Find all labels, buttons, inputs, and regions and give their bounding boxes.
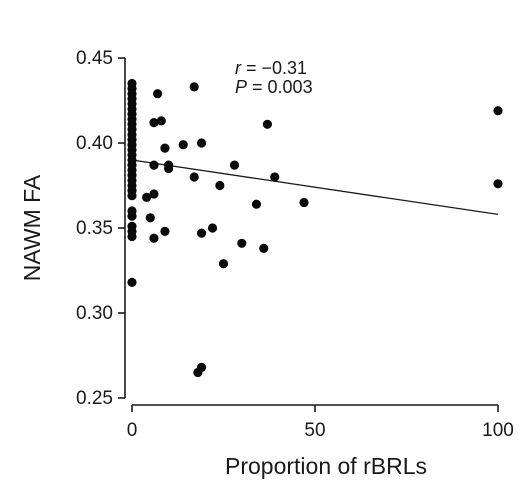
axis-labels: Proportion of rBRLs NAWM FA r = −0.31 P … (19, 58, 427, 479)
data-point (149, 118, 159, 128)
data-point (251, 199, 262, 209)
data-point (156, 116, 166, 126)
data-point (127, 231, 137, 242)
data-point (493, 179, 503, 189)
data-point (207, 223, 218, 233)
data-point (153, 89, 163, 99)
x-tick-label: 100 (482, 420, 514, 441)
y-tick-label: 0.30 (76, 303, 113, 324)
data-point (142, 192, 152, 202)
data-point (149, 233, 159, 243)
data-point (127, 191, 137, 201)
y-axis-title: NAWM FA (19, 174, 45, 281)
data-point (196, 228, 207, 238)
data-point (196, 362, 207, 372)
x-tick-label: 50 (304, 420, 325, 441)
p-value: = 0.003 (247, 77, 313, 97)
y-tick-label: 0.35 (76, 218, 113, 239)
y-tick-label: 0.25 (76, 388, 113, 409)
data-point (262, 119, 273, 129)
data-point (164, 160, 174, 170)
data-point (196, 138, 207, 148)
x-tick-label: 0 (127, 420, 138, 441)
data-point (237, 238, 247, 248)
data-point (189, 172, 199, 182)
p-symbol: P (235, 77, 247, 97)
r-symbol: r (235, 58, 242, 78)
data-point (178, 140, 188, 150)
data-points (127, 78, 503, 378)
data-point (218, 259, 229, 269)
data-point (299, 197, 309, 208)
data-point (127, 277, 137, 287)
data-point (270, 172, 280, 182)
data-point (189, 82, 199, 92)
data-point (149, 189, 159, 199)
data-point (127, 211, 137, 221)
data-point (149, 160, 159, 170)
r-annotation: r = −0.31 (235, 58, 307, 78)
regression-line (131, 159, 499, 216)
data-point (259, 243, 269, 253)
p-annotation: P = 0.003 (235, 77, 313, 97)
data-point (493, 106, 503, 116)
data-point (160, 226, 170, 236)
x-axis-title: Proportion of rBRLs (225, 453, 427, 479)
axes: 0.25 0.30 0.35 0.40 0.45 0 50 100 (76, 48, 514, 441)
data-point (145, 213, 155, 223)
data-point (229, 160, 240, 170)
r-value: = −0.31 (241, 58, 307, 78)
data-point (215, 180, 225, 191)
data-point (160, 143, 170, 153)
y-tick-label: 0.40 (76, 133, 113, 154)
y-tick-label: 0.45 (76, 48, 113, 69)
